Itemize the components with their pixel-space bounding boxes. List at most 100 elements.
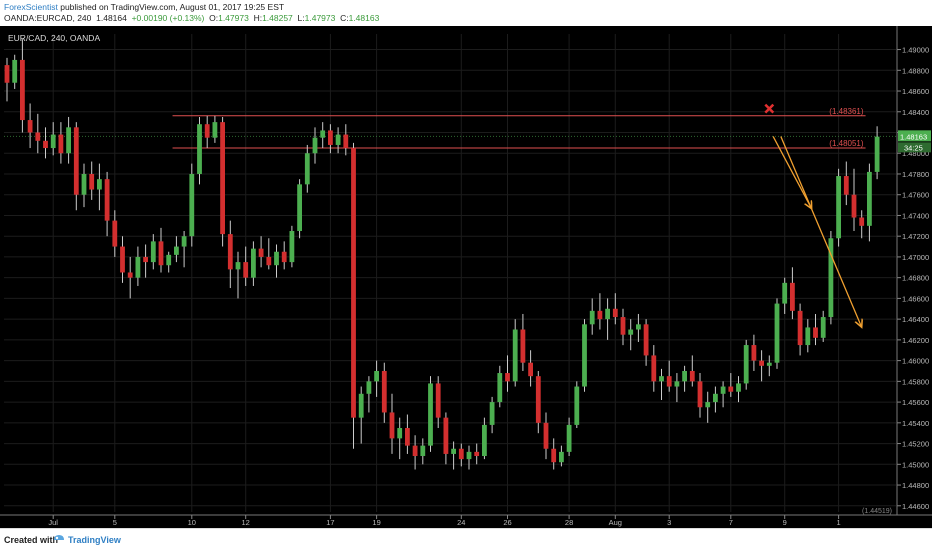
y-tick-label: 1.49000 (902, 46, 929, 55)
candle-body (266, 256, 272, 266)
candle-body (559, 451, 564, 463)
projection-arrow (780, 136, 862, 327)
candle-body (405, 428, 410, 446)
candle-body (197, 124, 202, 174)
candle-body (851, 194, 857, 218)
candle-body (512, 329, 518, 382)
candle-body (713, 393, 718, 403)
candle-body (759, 360, 764, 366)
y-tick-label: 1.46800 (902, 274, 929, 283)
candle-body (97, 179, 102, 190)
candle-body (605, 308, 610, 320)
candle-body (174, 246, 179, 255)
chart-svg[interactable]: 1.490001.488001.486001.484001.482001.480… (0, 26, 932, 528)
candle-body (474, 451, 480, 457)
candle-body (828, 238, 834, 318)
candle-body (451, 448, 456, 454)
candle-body (790, 282, 795, 311)
candle-body (774, 303, 780, 363)
candle-body (636, 324, 641, 330)
candle-body (458, 448, 464, 460)
publish-line: ForexScientist published on TradingView.… (4, 2, 284, 12)
candle-body (728, 386, 734, 392)
candle-body (505, 373, 510, 382)
candle-body (412, 445, 418, 457)
author-link[interactable]: ForexScientist (4, 2, 58, 12)
candle-body (535, 376, 541, 423)
chart-area[interactable]: 1.490001.488001.486001.484001.482001.480… (0, 26, 932, 528)
candle-body (220, 122, 225, 235)
candle-body (381, 370, 387, 413)
x-tick-label: 19 (372, 518, 380, 527)
y-tick-label: 1.44800 (902, 481, 929, 490)
x-tick-label: 17 (326, 518, 334, 527)
candle-body (127, 272, 133, 278)
chart-title: EUR/CAD, 240, OANDA (8, 33, 100, 43)
candle-body (466, 451, 472, 460)
y-tick-label: 1.46600 (902, 294, 929, 303)
x-tick-label: 7 (729, 518, 733, 527)
candle-body (258, 248, 264, 257)
candle-body (104, 179, 110, 221)
y-tick-label: 1.45400 (902, 419, 929, 428)
candle-body (289, 231, 295, 263)
candle-body (166, 254, 172, 266)
candle-body (320, 130, 326, 138)
candle-body (489, 402, 495, 425)
candle-body (867, 171, 872, 226)
candle-body (274, 251, 279, 266)
candle-body (482, 424, 487, 457)
y-tick-label: 1.47600 (902, 191, 929, 200)
candle-body (736, 383, 741, 392)
candle-body (143, 256, 148, 263)
candle-body (4, 65, 10, 83)
bottom-price-label: (1.44519) (862, 508, 892, 515)
candle-body (212, 122, 218, 138)
candle-body (335, 134, 341, 145)
candle-body (743, 345, 749, 384)
candle-body (805, 327, 811, 346)
candle-body (612, 308, 618, 318)
candle-body (520, 329, 526, 363)
open-label: O: (209, 13, 219, 23)
candle-body (343, 134, 349, 149)
candle-body (366, 381, 372, 394)
y-tick-label: 1.48800 (902, 66, 929, 75)
countdown-label: 34:25 (904, 143, 923, 152)
candle-body (150, 241, 156, 263)
candle-body (50, 134, 56, 149)
level-label: (1.48361) (829, 107, 864, 116)
y-tick-label: 1.45800 (902, 377, 929, 386)
last-price-tag (898, 130, 931, 142)
level-label: (1.48051) (829, 139, 864, 148)
candle-body (204, 124, 210, 138)
y-tick-label: 1.47000 (902, 253, 929, 262)
candle-body (843, 176, 849, 195)
y-tick-label: 1.45600 (902, 398, 929, 407)
projection-arrow (772, 136, 812, 208)
candle-body (674, 381, 680, 387)
candle-body (73, 127, 79, 195)
x-tick-label: Aug (609, 518, 622, 527)
candle-body (35, 132, 41, 141)
candle-body (297, 184, 302, 232)
candle-body (859, 217, 865, 226)
candle-body (428, 383, 433, 446)
symbol-line: OANDA:EURCAD, 240 1.48164 +0.00190 (+0.1… (4, 13, 379, 23)
x-tick-label: 24 (457, 518, 465, 527)
last-price-tag-label: 1.48163 (900, 132, 927, 141)
x-tick-label: 5 (113, 518, 117, 527)
low-value: 1.47973 (304, 13, 336, 23)
candle-body (666, 376, 672, 387)
candle-body (697, 381, 703, 408)
candle-body (620, 317, 626, 335)
candle-body (797, 310, 803, 346)
candle-body (89, 173, 95, 190)
candle-body (543, 422, 549, 449)
tradingview-brand[interactable]: TradingView (68, 535, 121, 545)
candle-body (374, 370, 379, 382)
y-tick-label: 1.48400 (902, 108, 929, 117)
y-tick-label: 1.48000 (902, 149, 929, 158)
candle-body (782, 282, 788, 304)
candle-body (582, 324, 587, 387)
